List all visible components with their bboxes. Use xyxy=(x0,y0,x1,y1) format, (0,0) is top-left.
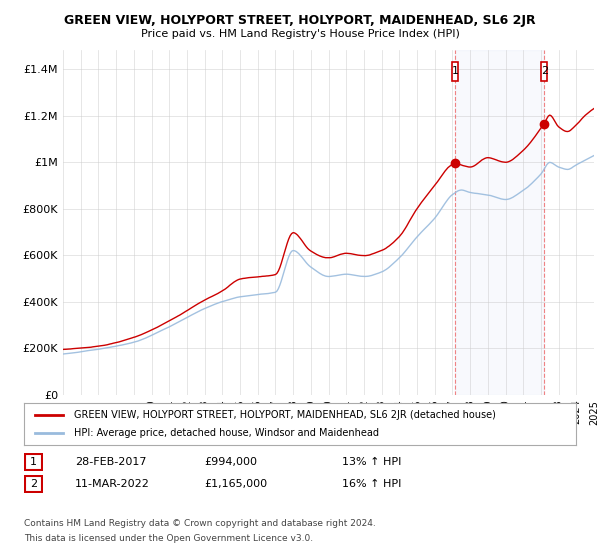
Bar xyxy=(455,50,544,395)
Text: 11-MAR-2022: 11-MAR-2022 xyxy=(75,479,150,489)
FancyBboxPatch shape xyxy=(452,62,458,81)
Text: GREEN VIEW, HOLYPORT STREET, HOLYPORT, MAIDENHEAD, SL6 2JR (detached house): GREEN VIEW, HOLYPORT STREET, HOLYPORT, M… xyxy=(74,410,496,420)
Text: GREEN VIEW, HOLYPORT STREET, HOLYPORT, MAIDENHEAD, SL6 2JR: GREEN VIEW, HOLYPORT STREET, HOLYPORT, M… xyxy=(64,14,536,27)
Text: £1,165,000: £1,165,000 xyxy=(204,479,267,489)
Text: 13% ↑ HPI: 13% ↑ HPI xyxy=(342,457,401,467)
Text: 1: 1 xyxy=(30,457,37,467)
Text: 2: 2 xyxy=(30,479,37,489)
Text: 1: 1 xyxy=(452,66,458,76)
Text: 28-FEB-2017: 28-FEB-2017 xyxy=(75,457,146,467)
Text: 16% ↑ HPI: 16% ↑ HPI xyxy=(342,479,401,489)
Text: Contains HM Land Registry data © Crown copyright and database right 2024.: Contains HM Land Registry data © Crown c… xyxy=(24,519,376,528)
Text: £994,000: £994,000 xyxy=(204,457,257,467)
Text: This data is licensed under the Open Government Licence v3.0.: This data is licensed under the Open Gov… xyxy=(24,534,313,543)
Text: HPI: Average price, detached house, Windsor and Maidenhead: HPI: Average price, detached house, Wind… xyxy=(74,428,379,438)
Text: 2: 2 xyxy=(541,66,548,76)
FancyBboxPatch shape xyxy=(541,62,547,81)
Text: Price paid vs. HM Land Registry's House Price Index (HPI): Price paid vs. HM Land Registry's House … xyxy=(140,29,460,39)
